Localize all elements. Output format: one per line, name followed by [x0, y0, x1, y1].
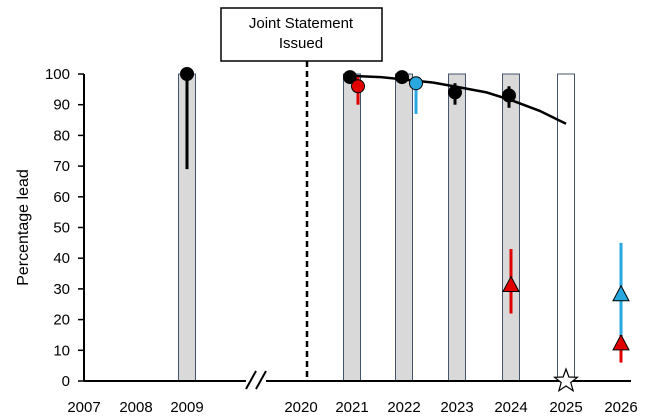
point-s1-2021 [351, 79, 365, 94]
bar-2021 [343, 73, 361, 382]
y-tick-label-0: 0 [62, 373, 70, 390]
y-tick-label-60: 60 [53, 189, 70, 206]
labels-layer: 0 10 20 30 40 50 60 70 80 90 100 2007 2008 2009 2020 20… [15, 66, 638, 416]
points-layer [180, 67, 630, 393]
y-tick-label-30: 30 [53, 281, 70, 298]
x-tick-label-2020: 2020 [284, 399, 317, 416]
y-tick-label-80: 80 [53, 127, 70, 144]
x-tick-label-2022: 2022 [387, 399, 420, 416]
y-tick-label-50: 50 [53, 220, 70, 237]
joint-statement-box [220, 7, 383, 62]
y-tick-label-40: 40 [53, 250, 70, 267]
bars-layer [178, 73, 575, 382]
x-tick-label-2025: 2025 [549, 399, 582, 416]
y-tick-label-100: 100 [45, 66, 70, 83]
annotation-layer: Joint Statement Issued [220, 7, 383, 381]
axis-break-mark-2 [255, 370, 267, 390]
y-tick-label-10: 10 [53, 342, 70, 359]
x-tick-label-2026: 2026 [604, 399, 637, 416]
x-tick-label-2007: 2007 [67, 399, 100, 416]
bar-2022 [395, 73, 413, 382]
point-s0-2009 [180, 67, 194, 81]
point-s4-2026 [612, 284, 630, 302]
x-tick-label-2024: 2024 [494, 399, 527, 416]
point-s3-2026 [612, 333, 630, 351]
y-tick-label-90: 90 [53, 97, 70, 114]
x-tick-label-2023: 2023 [440, 399, 473, 416]
x-tick-label-2009: 2009 [170, 399, 203, 416]
joint-statement-text-1: Joint Statement [249, 15, 354, 32]
point-s0-2023 [448, 85, 462, 100]
point-s0-2024 [502, 88, 516, 103]
y-tick-label-70: 70 [53, 158, 70, 175]
axis-break-mark-1 [245, 370, 257, 390]
point-s3-2024 [502, 275, 520, 293]
y-tick-label-20: 20 [53, 312, 70, 329]
x-tick-label-2021: 2021 [335, 399, 368, 416]
x-tick-label-2008: 2008 [119, 399, 152, 416]
point-s2-2022 [409, 76, 423, 91]
y-axis-title: Percentage lead [15, 169, 32, 286]
point-s5-2025 [552, 367, 580, 393]
point-s0-2022 [395, 70, 409, 85]
bar-2024 [502, 73, 520, 382]
joint-statement-text-2: Issued [279, 35, 323, 52]
bar-2023 [448, 73, 466, 382]
